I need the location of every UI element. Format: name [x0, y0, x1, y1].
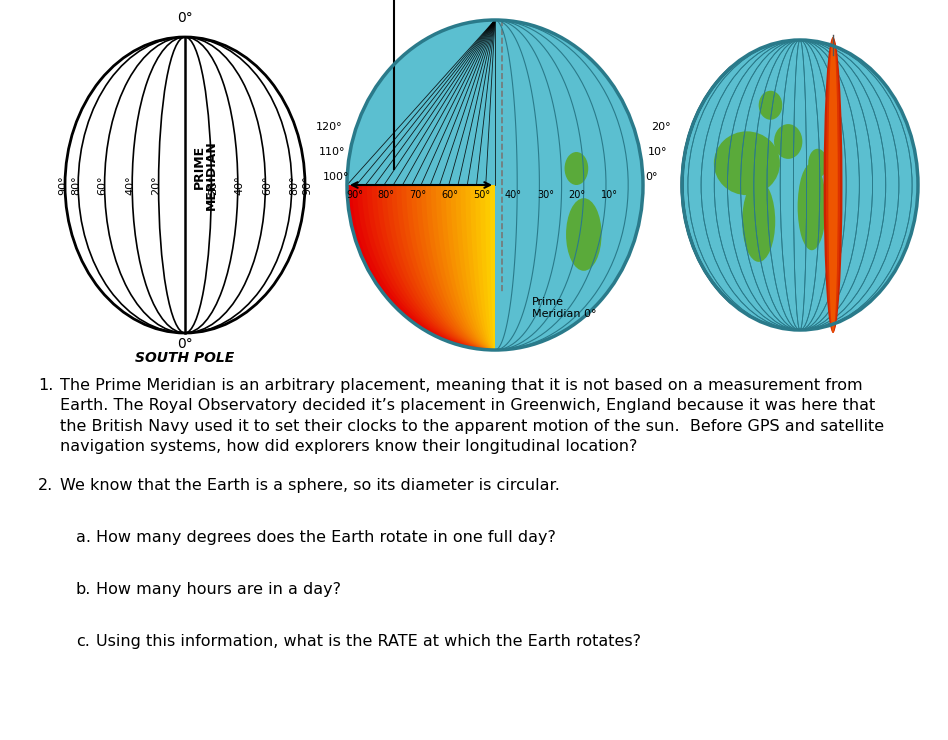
Ellipse shape — [578, 172, 619, 264]
Text: 20°: 20° — [651, 122, 670, 132]
Text: 90°: 90° — [302, 175, 312, 195]
Text: 40°: 40° — [125, 175, 136, 195]
Ellipse shape — [829, 37, 838, 333]
Polygon shape — [490, 20, 500, 350]
Polygon shape — [347, 20, 643, 185]
Text: 20°: 20° — [209, 175, 218, 195]
Polygon shape — [465, 20, 524, 350]
Polygon shape — [376, 20, 613, 350]
Polygon shape — [485, 20, 505, 350]
Polygon shape — [362, 20, 629, 350]
Polygon shape — [387, 20, 604, 350]
Text: How many degrees does the Earth rotate in one full day?: How many degrees does the Earth rotate i… — [96, 530, 556, 545]
Ellipse shape — [390, 144, 437, 209]
Ellipse shape — [797, 164, 826, 250]
Ellipse shape — [566, 198, 602, 271]
Polygon shape — [367, 20, 623, 350]
Text: 50°: 50° — [473, 190, 490, 200]
Ellipse shape — [774, 124, 802, 159]
Polygon shape — [450, 20, 539, 350]
Ellipse shape — [565, 152, 589, 185]
Polygon shape — [421, 20, 569, 350]
Polygon shape — [416, 20, 574, 350]
Text: PRIME: PRIME — [192, 145, 206, 189]
Text: 80°: 80° — [289, 175, 299, 195]
Polygon shape — [436, 20, 555, 350]
Polygon shape — [372, 20, 618, 350]
Polygon shape — [396, 20, 593, 350]
Polygon shape — [470, 20, 520, 350]
Text: a.: a. — [76, 530, 91, 545]
Polygon shape — [431, 20, 559, 350]
Polygon shape — [461, 20, 530, 350]
Ellipse shape — [65, 37, 305, 333]
Polygon shape — [356, 20, 633, 350]
Polygon shape — [392, 20, 598, 350]
Polygon shape — [411, 20, 579, 350]
Text: 100°: 100° — [322, 172, 349, 182]
Polygon shape — [441, 20, 549, 350]
Text: 70°: 70° — [410, 190, 427, 200]
Text: 80°: 80° — [71, 175, 82, 195]
Polygon shape — [446, 20, 544, 350]
Text: Using this information, what is the RATE at which the Earth rotates?: Using this information, what is the RATE… — [96, 634, 641, 649]
Text: c.: c. — [76, 634, 90, 649]
Polygon shape — [495, 20, 643, 350]
Text: 90°: 90° — [346, 190, 363, 200]
Polygon shape — [481, 20, 510, 350]
Text: 20°: 20° — [152, 175, 161, 195]
Ellipse shape — [410, 107, 447, 147]
Ellipse shape — [809, 149, 828, 178]
Text: How many hours are in a day?: How many hours are in a day? — [96, 582, 341, 597]
Text: 40°: 40° — [235, 175, 245, 195]
Text: 10°: 10° — [600, 190, 617, 200]
Text: 30°: 30° — [537, 190, 554, 200]
Text: 90°: 90° — [58, 175, 68, 195]
Text: 20°: 20° — [569, 190, 586, 200]
Text: 2.: 2. — [38, 478, 53, 493]
Text: 60°: 60° — [442, 190, 459, 200]
Text: SOUTH POLE: SOUTH POLE — [136, 351, 234, 365]
Text: 60°: 60° — [98, 175, 108, 195]
Ellipse shape — [365, 169, 447, 284]
Polygon shape — [352, 20, 638, 350]
Text: 80°: 80° — [377, 190, 394, 200]
Text: 10°: 10° — [648, 147, 667, 157]
Text: Prime
Meridian 0°: Prime Meridian 0° — [532, 297, 596, 319]
Text: 120°: 120° — [316, 122, 342, 132]
Text: 60°: 60° — [263, 175, 272, 195]
Text: b.: b. — [76, 582, 91, 597]
Ellipse shape — [576, 141, 606, 180]
Text: 40°: 40° — [505, 190, 522, 200]
Text: 0°: 0° — [177, 337, 192, 351]
Ellipse shape — [826, 37, 840, 333]
Text: 0°: 0° — [645, 172, 658, 182]
Ellipse shape — [824, 37, 843, 333]
Polygon shape — [475, 20, 515, 350]
Ellipse shape — [347, 20, 643, 350]
Text: 1.: 1. — [38, 378, 53, 393]
Ellipse shape — [758, 91, 782, 120]
Text: We know that the Earth is a sphere, so its diameter is circular.: We know that the Earth is a sphere, so i… — [60, 478, 560, 493]
Text: 110°: 110° — [319, 147, 345, 157]
Text: MERIDIAN: MERIDIAN — [205, 140, 217, 210]
Text: 0°: 0° — [177, 11, 192, 25]
Ellipse shape — [682, 40, 918, 330]
Polygon shape — [456, 20, 535, 350]
Polygon shape — [381, 20, 609, 350]
Text: The Prime Meridian is an arbitrary placement, meaning that it is not based on a : The Prime Meridian is an arbitrary place… — [60, 378, 884, 454]
Polygon shape — [401, 20, 589, 350]
Ellipse shape — [714, 132, 780, 195]
Polygon shape — [347, 20, 643, 350]
Polygon shape — [426, 20, 564, 350]
Polygon shape — [406, 20, 584, 350]
Ellipse shape — [742, 181, 775, 262]
